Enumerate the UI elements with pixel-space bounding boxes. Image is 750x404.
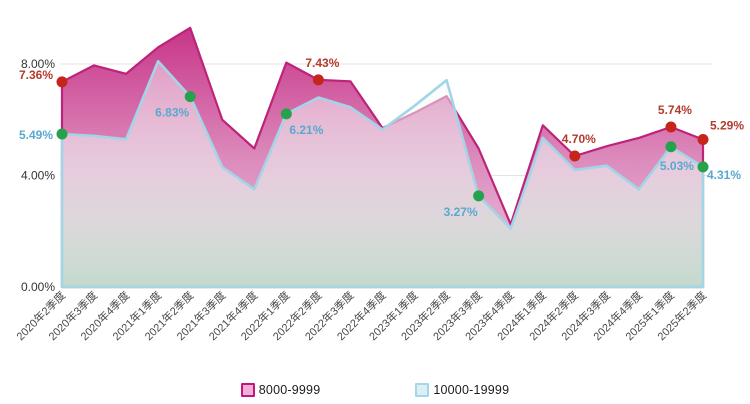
data-point-label: 5.03% <box>660 159 694 173</box>
y-axis-label: 8.00% <box>21 57 55 71</box>
y-axis-label: 4.00% <box>21 169 55 183</box>
legend-label: 10000-19999 <box>433 383 510 397</box>
data-point-marker <box>665 141 677 153</box>
data-point-label: 6.21% <box>289 123 323 137</box>
data-point-label: 6.83% <box>155 106 189 120</box>
data-point-marker <box>56 128 68 140</box>
data-point-label: 4.31% <box>707 168 741 182</box>
data-point-marker <box>697 161 709 173</box>
data-point-marker <box>184 91 196 103</box>
data-point-marker <box>473 190 485 202</box>
data-point-label: 5.49% <box>19 128 53 142</box>
data-point-marker <box>312 74 324 86</box>
y-axis-label: 0.00% <box>21 280 55 294</box>
legend-item-10000-19999[interactable]: 10000-19999 <box>415 383 509 397</box>
chart-legend: 8000-9999 10000-19999 <box>0 379 750 401</box>
data-point-marker <box>569 150 581 162</box>
legend-swatch-blue-icon <box>415 383 430 397</box>
data-point-marker <box>280 108 292 120</box>
legend-label: 8000-9999 <box>258 383 321 397</box>
data-point-label: 7.36% <box>19 68 53 82</box>
data-point-label: 3.27% <box>444 205 478 219</box>
legend-swatch-pink-icon <box>240 383 255 397</box>
data-point-label: 5.29% <box>710 119 744 133</box>
data-point-marker <box>697 134 709 146</box>
series-area-10000-19999 <box>60 59 705 289</box>
data-point-label: 7.43% <box>305 56 339 70</box>
data-point-label: 5.74% <box>658 103 692 117</box>
data-point-marker <box>56 76 68 88</box>
data-point-marker <box>665 121 677 133</box>
legend-item-8000-9999[interactable]: 8000-9999 <box>240 383 321 397</box>
data-point-label: 4.70% <box>562 132 596 146</box>
